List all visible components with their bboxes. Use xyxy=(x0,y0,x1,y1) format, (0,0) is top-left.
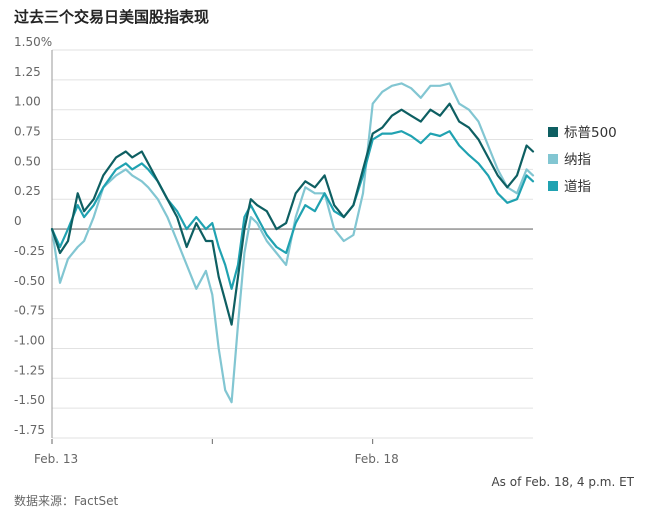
y-tick-label: 1.00 xyxy=(14,95,41,109)
y-tick-label: 1.50% xyxy=(14,35,52,49)
series-line-sp500 xyxy=(50,102,535,326)
y-tick-label: -1.50 xyxy=(14,393,45,407)
y-tick-label: 0.25 xyxy=(14,184,41,198)
series-lines xyxy=(50,82,535,404)
series-line-nasdaq xyxy=(50,82,535,404)
source-note: 数据来源：FactSet xyxy=(14,494,119,508)
timestamp-note: As of Feb. 18, 4 p.m. ET xyxy=(491,475,634,489)
y-tick-label: 0.50 xyxy=(14,154,41,168)
y-tick-label: -0.25 xyxy=(14,244,45,258)
y-tick-label: -0.75 xyxy=(14,304,45,318)
legend-swatch-dow xyxy=(548,181,558,191)
y-tick-label: -1.00 xyxy=(14,333,45,347)
y-tick-label: -1.75 xyxy=(14,423,45,437)
x-axis-ticks: Feb. 13 Feb. 18 xyxy=(34,439,399,466)
chart-title: 过去三个交易日美国股指表现 xyxy=(14,8,210,26)
legend-swatch-nasdaq xyxy=(548,154,558,164)
series-line-dow xyxy=(50,130,535,290)
y-tick-label: -1.25 xyxy=(14,363,45,377)
legend-label: 纳指 xyxy=(564,152,591,168)
y-tick-label: 0 xyxy=(14,214,22,228)
y-tick-label: -0.50 xyxy=(14,274,45,288)
gridlines xyxy=(51,49,533,439)
legend-label: 标普500 xyxy=(564,125,617,141)
legend-swatch-sp500 xyxy=(548,127,558,137)
x-tick-label: Feb. 18 xyxy=(355,452,399,466)
x-tick-label: Feb. 13 xyxy=(34,452,78,466)
y-axis-ticks: 1.50% 1.25 1.00 0.75 0.50 0.25 0 -0.25 -0.50 -0.7… xyxy=(14,35,52,437)
legend-label: 道指 xyxy=(564,179,591,195)
y-tick-label: 0.75 xyxy=(14,125,41,139)
y-tick-label: 1.25 xyxy=(14,65,41,79)
